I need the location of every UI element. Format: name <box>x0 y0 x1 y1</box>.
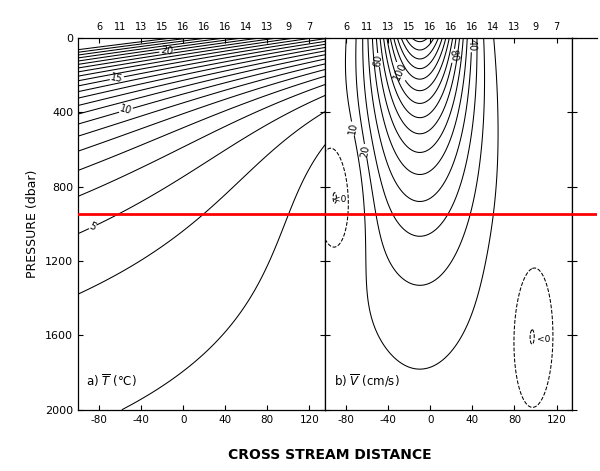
Text: 16: 16 <box>424 22 436 32</box>
Text: 14: 14 <box>487 22 500 32</box>
Text: 11: 11 <box>114 22 126 32</box>
Text: 15: 15 <box>110 72 124 84</box>
Text: 11: 11 <box>361 22 373 32</box>
Text: 60: 60 <box>373 53 384 67</box>
Text: 9: 9 <box>532 22 539 32</box>
Text: a) $\overline{T}$ (°C): a) $\overline{T}$ (°C) <box>86 372 137 389</box>
Text: b) $\overline{V}$ (cm/s): b) $\overline{V}$ (cm/s) <box>334 372 399 389</box>
Text: 10: 10 <box>347 122 359 136</box>
Text: 100: 100 <box>392 61 409 82</box>
Text: 16: 16 <box>177 22 189 32</box>
Text: 13: 13 <box>135 22 147 32</box>
Text: 14: 14 <box>240 22 253 32</box>
Text: <0: <0 <box>333 195 347 204</box>
Text: 6: 6 <box>343 22 349 32</box>
Y-axis label: PRESSURE (dbar): PRESSURE (dbar) <box>26 170 40 278</box>
Text: 20: 20 <box>359 144 371 158</box>
Text: 16: 16 <box>219 22 232 32</box>
Text: 15: 15 <box>403 22 415 32</box>
Text: 15: 15 <box>156 22 169 32</box>
Text: 5: 5 <box>88 221 98 233</box>
Text: 13: 13 <box>508 22 521 32</box>
Text: 9: 9 <box>285 22 292 32</box>
Text: 80: 80 <box>447 49 459 63</box>
Text: 7: 7 <box>553 22 560 32</box>
Text: 13: 13 <box>261 22 274 32</box>
Text: 16: 16 <box>466 22 479 32</box>
Text: 16: 16 <box>198 22 211 32</box>
Text: 16: 16 <box>445 22 457 32</box>
Text: 40: 40 <box>466 39 477 51</box>
Text: 10: 10 <box>119 104 133 117</box>
Text: 7: 7 <box>306 22 313 32</box>
Text: 20: 20 <box>160 45 173 57</box>
Text: 13: 13 <box>382 22 394 32</box>
Text: 6: 6 <box>96 22 102 32</box>
Text: <0: <0 <box>537 334 551 343</box>
Text: CROSS STREAM DISTANCE: CROSS STREAM DISTANCE <box>228 448 432 462</box>
